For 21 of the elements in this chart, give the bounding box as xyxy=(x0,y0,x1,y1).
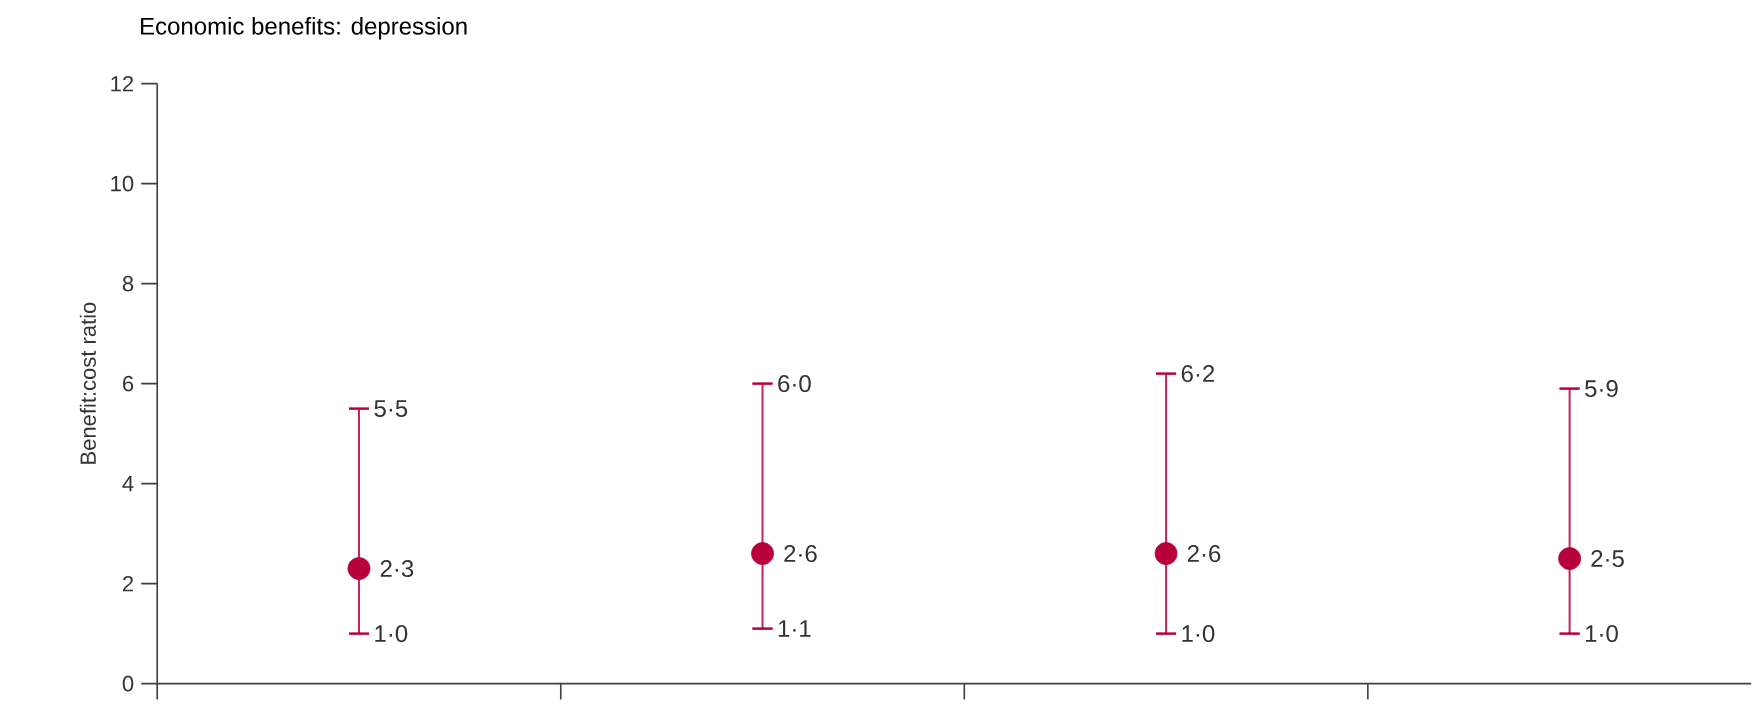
y-tick-label: 6 xyxy=(123,375,134,392)
y-tick-label: 12 xyxy=(111,75,134,92)
y-tick-label: 8 xyxy=(122,275,134,292)
data-label: 2·5 xyxy=(1591,549,1624,567)
annotation: 1·0 xyxy=(1182,624,1215,642)
annotation: 1·1 xyxy=(778,620,811,637)
annotation: 5·5 xyxy=(374,400,408,417)
annotation: 6·2 xyxy=(1181,364,1215,382)
data-label: 2·6 xyxy=(1187,544,1221,562)
y-tick-label: 4 xyxy=(122,475,134,491)
y-tick-label: 2 xyxy=(123,575,134,592)
annotation: 1·0 xyxy=(375,624,408,642)
y-tick-label: 0 xyxy=(122,675,134,692)
annotation: 1·0 xyxy=(1585,624,1618,642)
y-tick-label: 10 xyxy=(111,175,134,192)
data-label: 2·3 xyxy=(380,559,414,577)
chart-title: Economic benefits: depression xyxy=(141,16,467,40)
y-axis-title: Benefit:cost ratio xyxy=(79,302,96,464)
data-label: 2·6 xyxy=(784,544,817,562)
annotation: 6·0 xyxy=(778,374,811,392)
annotation: 5·9 xyxy=(1585,379,1618,397)
